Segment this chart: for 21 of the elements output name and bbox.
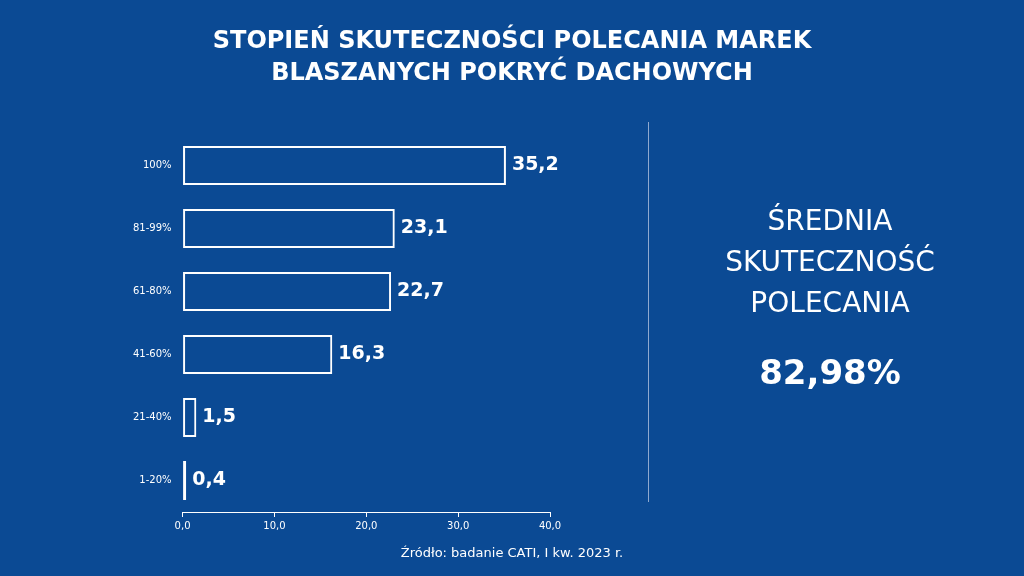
data-label: 16,3	[338, 341, 386, 364]
y-tick-label: 100%	[142, 159, 172, 171]
data-label: 1,5	[202, 404, 237, 427]
x-tick-label: 20,0	[355, 519, 378, 531]
y-tick-label: 21-40%	[133, 411, 172, 423]
chart-title: STOPIEŃ SKUTECZNOŚCI POLECANIA MAREK BLASZANYCH POKRYĆ DACHOWYCH	[211, 24, 813, 88]
x-tick-label: 10,0	[263, 519, 286, 531]
y-tick-label: 61-80%	[133, 285, 172, 297]
data-label: 35,2	[511, 152, 559, 175]
data-label: 22,7	[397, 278, 444, 301]
text: Źródło: badanie CATI, I kw. 2023 r.	[399, 545, 625, 560]
x-tick-label: 40,0	[538, 519, 562, 531]
y-tick-label: 81-99%	[133, 222, 172, 234]
y-tick-label: 41-60%	[133, 348, 172, 360]
x-tick-label: 30,0	[447, 519, 470, 531]
text: 82,98%	[758, 352, 902, 392]
data-label: 23,1	[400, 215, 448, 238]
y-tick-label: 1-20%	[139, 474, 172, 486]
text: ŚREDNIA SKUTECZNOŚĆ POLECANIA	[724, 202, 936, 321]
x-tick-label: 0,0	[174, 519, 191, 531]
data-label: 0,4	[192, 467, 226, 490]
